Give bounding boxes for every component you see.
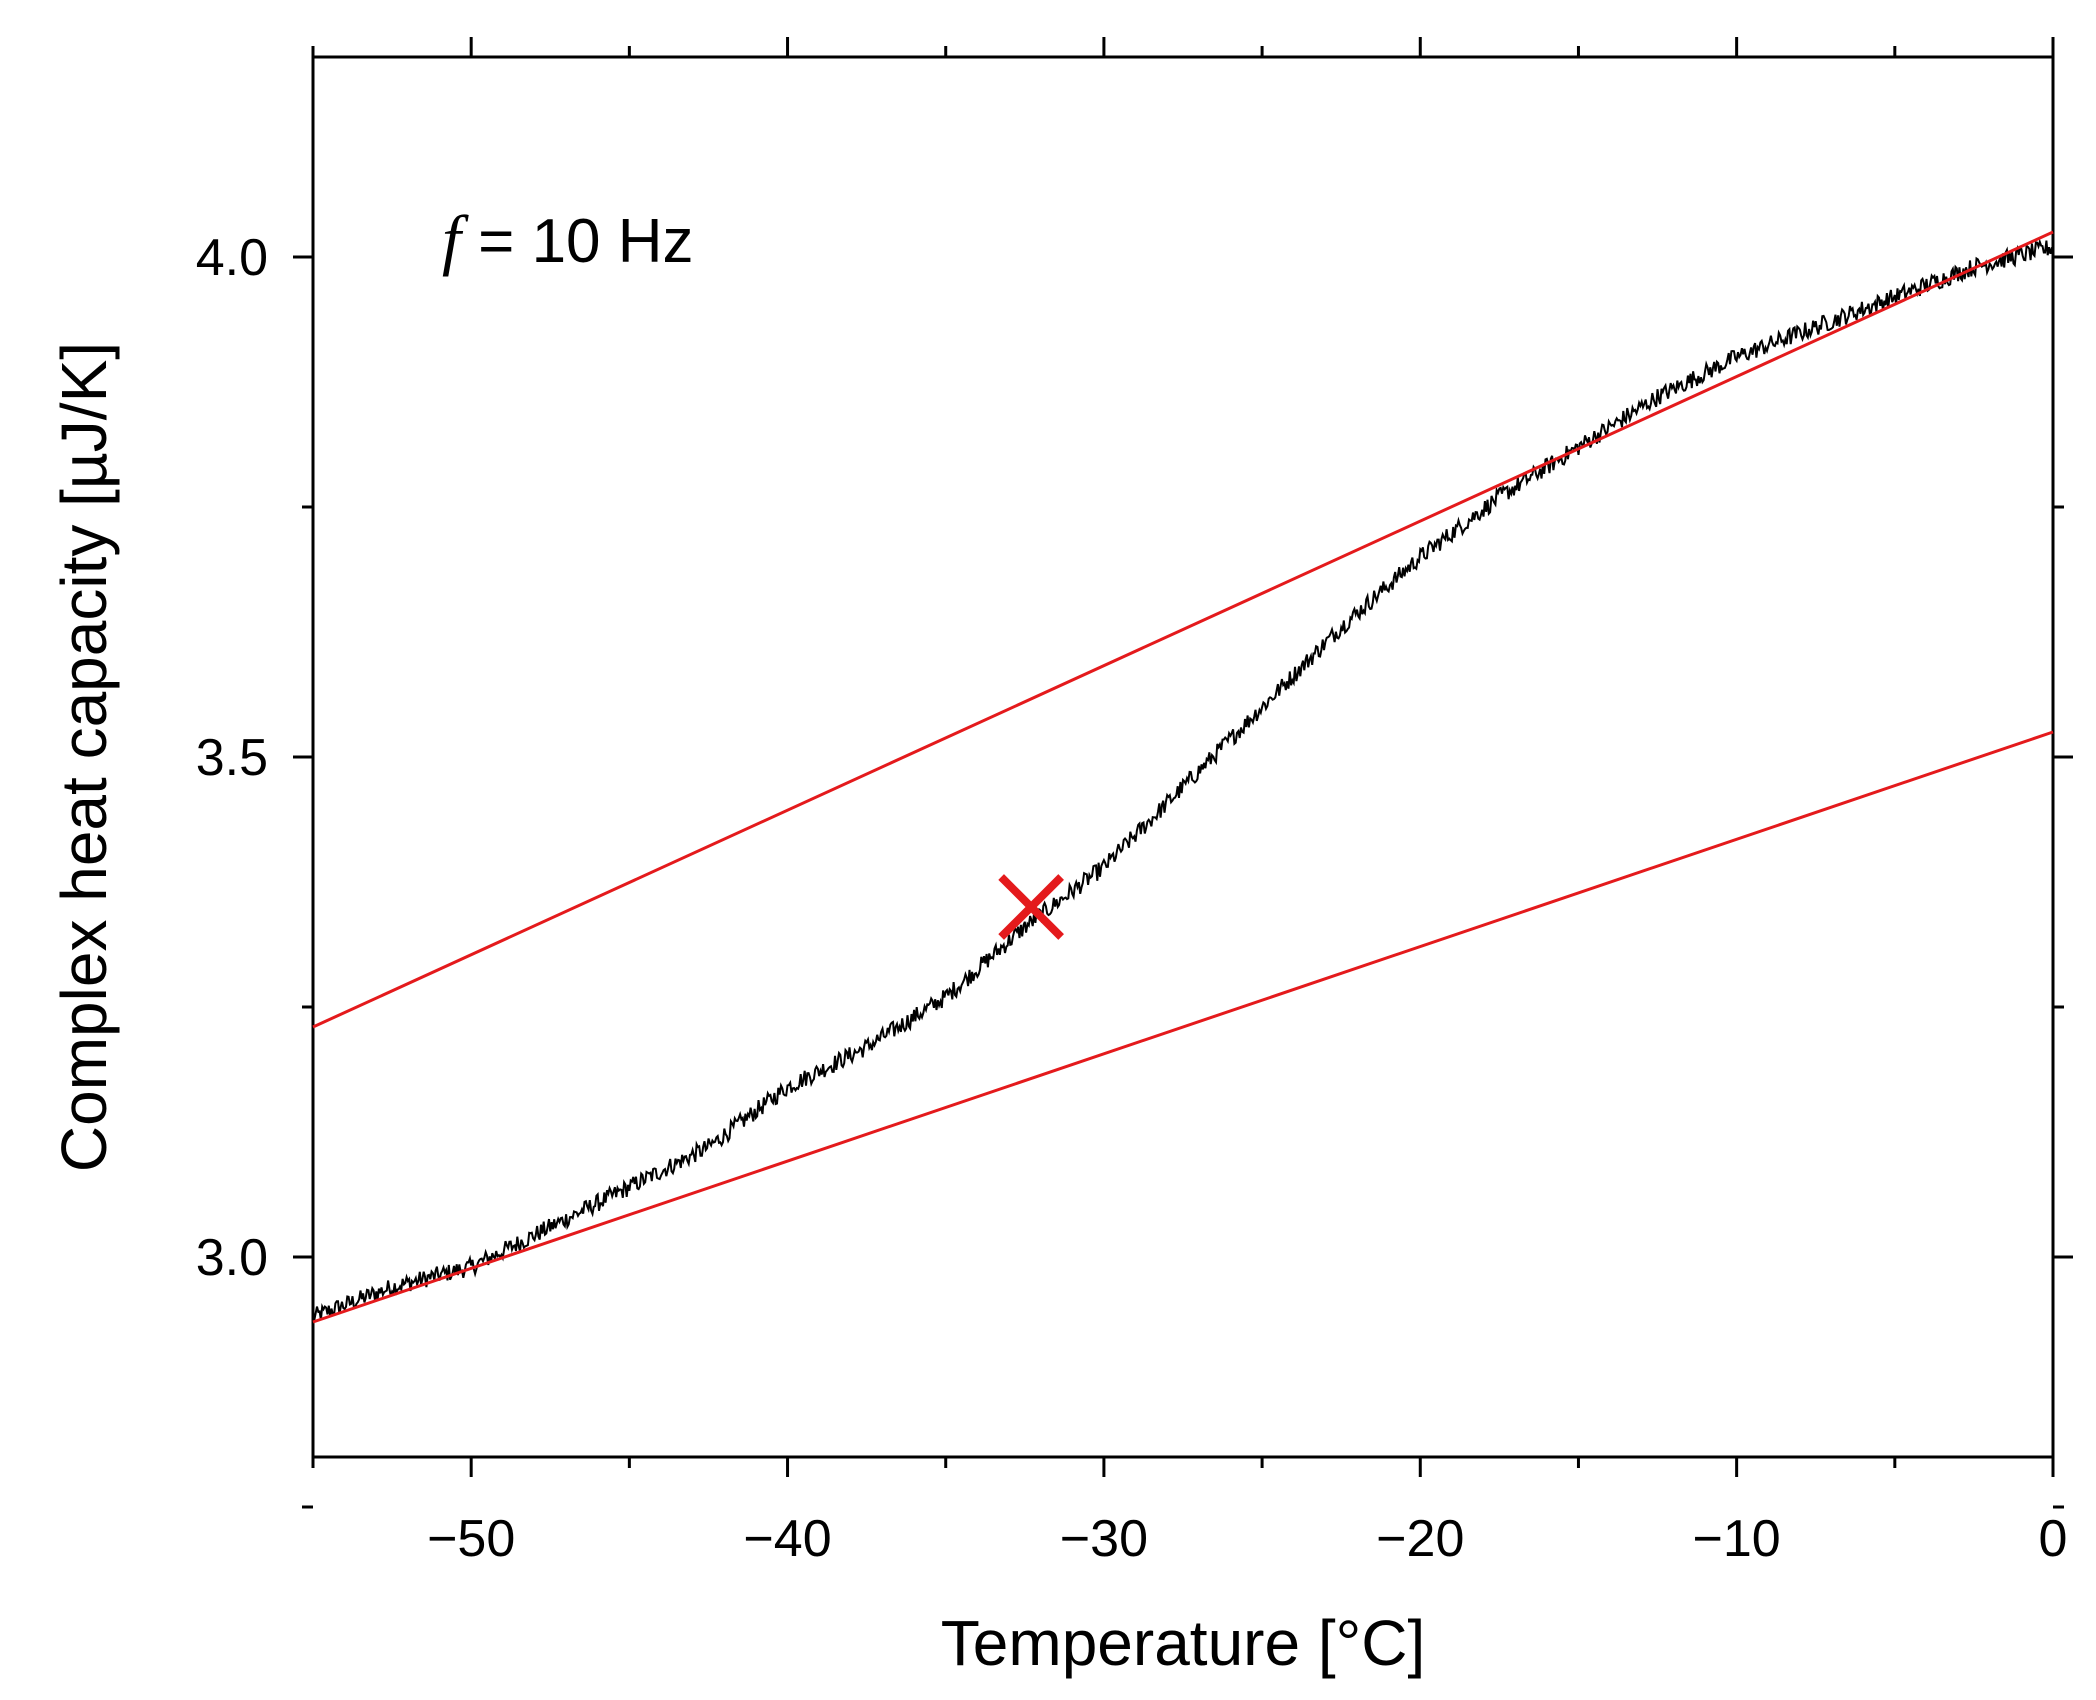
x-tick-label: 0: [2039, 1510, 2068, 1568]
y-tick-label: 3.5: [196, 729, 268, 787]
x-tick-label: −30: [1060, 1510, 1148, 1568]
lower-baseline-line: [312, 730, 2054, 1324]
frequency-value: = 10 Hz: [461, 207, 694, 276]
x-tick-label: −20: [1376, 1510, 1464, 1568]
labels-layer: −50 −40 −30 −20 −10 0 3.0 3.5 4.0: [196, 229, 2068, 1568]
midpoint-x-marker: [998, 874, 1064, 940]
x-tick-label: −40: [743, 1510, 831, 1568]
x-axis-title: Temperature [°C]: [941, 1607, 1425, 1679]
marker-layer: [998, 874, 1064, 940]
x-tick-label: −10: [1693, 1510, 1781, 1568]
ticks-layer: [293, 37, 2073, 1509]
series-layer: [312, 230, 2054, 1324]
y-tick-label: 3.0: [196, 1229, 268, 1287]
frequency-annotation: f = 10 Hz: [442, 201, 694, 277]
y-tick-label: 4.0: [196, 229, 268, 287]
upper-baseline-line: [312, 230, 2054, 1029]
marker-stroke: [998, 874, 1064, 940]
measured-series-line: [312, 238, 2054, 1321]
y-axis-title: Complex heat capacity [µJ/K]: [48, 342, 120, 1172]
x-tick-label: −50: [427, 1510, 515, 1568]
